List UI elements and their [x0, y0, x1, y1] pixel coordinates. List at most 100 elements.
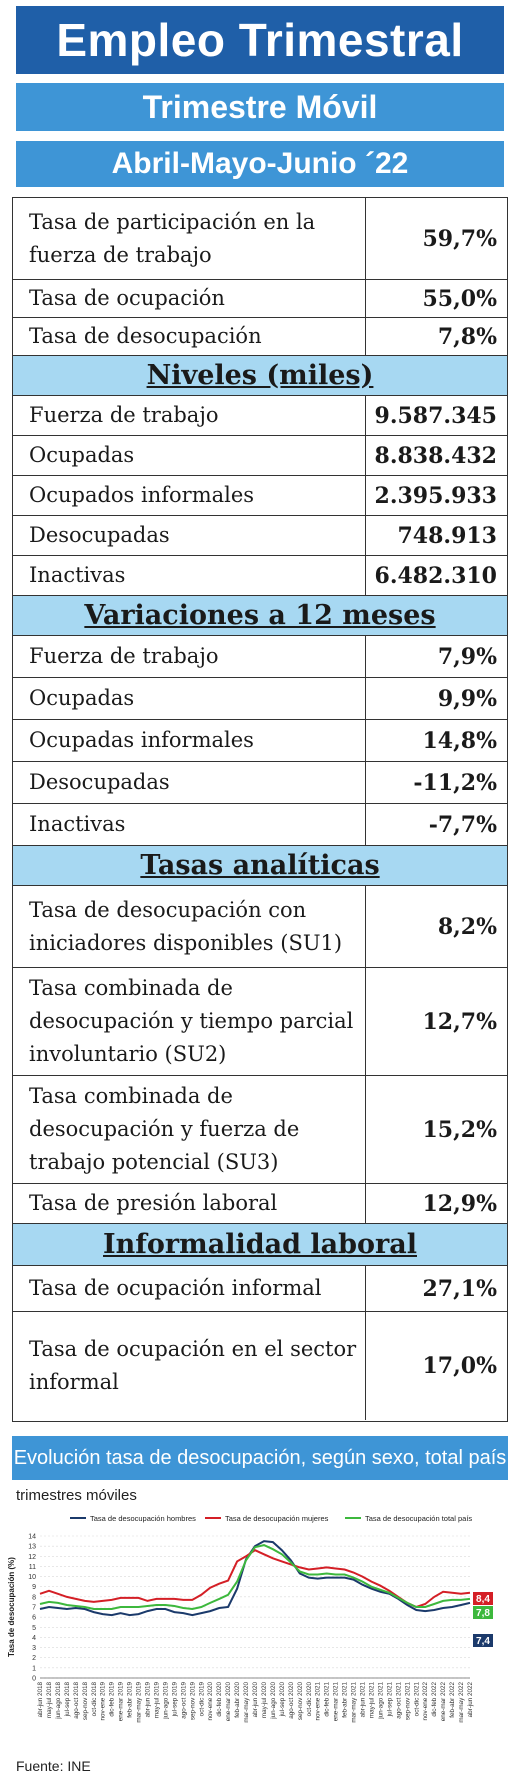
x-tick-label: abr-jun 2019 [145, 1682, 152, 1718]
row-value: 12,9% [422, 1190, 498, 1217]
y-tick-label: 3 [32, 1645, 36, 1652]
x-tick-label: ago-oct 2021 [395, 1682, 402, 1719]
x-tick-label: abr-jun 2022 [467, 1682, 474, 1718]
x-tick-label: oct-dic 2020 [306, 1682, 313, 1717]
x-tick-label: ago-oct 2019 [180, 1682, 187, 1719]
row-value: 17,0% [422, 1353, 498, 1379]
x-tick-label: ene-mar 2020 [225, 1682, 232, 1722]
row-value: 7,9% [437, 643, 497, 670]
y-tick-label: 5 [32, 1625, 36, 1632]
y-tick-label: 9 [32, 1584, 36, 1591]
row-label: Tasa de presión laboral [29, 1191, 278, 1215]
row-value: 7,8% [437, 323, 497, 350]
x-tick-label: feb-abr 2020 [234, 1682, 241, 1718]
row-label: Fuerza de trabajo [29, 403, 219, 427]
section-informalidad-title: Informalidad laboral [13, 1224, 507, 1266]
x-tick-label: mar-may 2019 [136, 1682, 143, 1723]
x-tick-label: jul-sep 2019 [171, 1682, 178, 1718]
row-value: 748.913 [397, 522, 497, 549]
row-value: 9.587.345 [374, 402, 497, 429]
x-tick-label: mar-may 2020 [243, 1682, 250, 1723]
row-label: Tasa de ocupación [29, 286, 225, 310]
page-title: Empleo Trimestral [16, 6, 504, 74]
x-tick-label: feb-abr 2021 [342, 1682, 349, 1718]
y-tick-label: 14 [28, 1534, 36, 1541]
x-tick-label: ene-mar 2019 [118, 1682, 125, 1722]
x-tick-label: oct-dic 2019 [198, 1682, 205, 1717]
y-tick-label: 11 [29, 1564, 36, 1571]
x-tick-label: jul-sep 2018 [64, 1682, 71, 1718]
table-row: Tasa combinada de desocupación y tiempo … [13, 968, 507, 1076]
y-tick-label: 8 [32, 1594, 36, 1601]
x-tick-label: dic-feb 2021 [324, 1682, 331, 1717]
end-value-label: 7,4 [476, 1636, 490, 1647]
row-label: Tasa de ocupación en el sector informal [29, 1337, 357, 1394]
x-tick-label: jun-ago 2020 [270, 1682, 277, 1720]
table-row: Fuerza de trabajo 9.587.345 [13, 396, 507, 436]
section-niveles-title: Niveles (miles) [13, 356, 507, 396]
table-row: Desocupadas -11,2% [13, 762, 507, 804]
table-row: Tasa de presión laboral 12,9% [13, 1184, 507, 1224]
end-value-badge [473, 1634, 493, 1647]
table-row: Tasa de desocupación 7,8% [13, 318, 507, 356]
source-note: Fuente: INE [16, 1758, 91, 1774]
series-line [39, 1544, 471, 1611]
employment-table: Tasa de participación en la fuerza de tr… [12, 197, 508, 1422]
y-tick-label: 6 [32, 1615, 36, 1622]
row-value: 55,0% [422, 285, 498, 312]
y-tick-label: 2 [32, 1655, 36, 1662]
row-label: Desocupadas [29, 770, 170, 794]
row-value: 8,2% [437, 913, 497, 940]
x-tick-label: may-jul 2018 [46, 1682, 53, 1719]
row-label: Ocupadas [29, 443, 135, 467]
x-tick-label: may-jul 2019 [153, 1682, 160, 1719]
row-value: 12,7% [422, 1008, 498, 1035]
period-label: Abril-Mayo-Junio ´22 [16, 141, 504, 187]
x-tick-label: ene-mar 2021 [333, 1682, 340, 1722]
row-label: Inactivas [29, 812, 126, 836]
y-tick-label: 10 [28, 1574, 36, 1581]
chart-caption: trimestres móviles [16, 1487, 137, 1504]
row-label: Fuerza de trabajo [29, 644, 219, 668]
x-tick-label: mar-may 2022 [458, 1682, 465, 1723]
row-value: 59,7% [422, 225, 498, 252]
legend-label: Tasa de desocupación mujeres [225, 1514, 329, 1523]
y-tick-label: 4 [32, 1635, 36, 1642]
table-row: Desocupadas 748.913 [13, 516, 507, 556]
row-value: -11,2% [413, 769, 497, 796]
x-tick-label: oct-dic 2021 [413, 1682, 420, 1717]
table-row: Ocupadas informales 14,8% [13, 720, 507, 762]
row-value: 8.838.432 [374, 442, 497, 469]
x-tick-label: abr-jun 2018 [37, 1682, 44, 1718]
x-tick-label: ene-mar 2022 [440, 1682, 447, 1722]
table-row: Ocupadas 8.838.432 [13, 436, 507, 476]
row-label: Tasa de participación en la fuerza de tr… [29, 209, 316, 267]
y-tick-label: 0 [32, 1676, 36, 1683]
row-label: Tasa de desocupación con iniciadores dis… [29, 897, 343, 955]
legend-label: Tasa de desocupación total país [365, 1514, 472, 1523]
chart-banner: Evolución tasa de desocupación, según se… [12, 1436, 508, 1480]
legend-label: Tasa de desocupación hombres [90, 1514, 196, 1523]
y-tick-label: 12 [28, 1554, 36, 1561]
table-row: Tasa de ocupación en el sector informal … [13, 1312, 507, 1420]
table-row: Tasa combinada de desocupación y fuerza … [13, 1076, 507, 1184]
x-tick-label: nov-ene 2020 [207, 1682, 214, 1721]
x-tick-label: ago-oct 2018 [73, 1682, 80, 1719]
x-tick-label: nov-ene 2019 [100, 1682, 107, 1721]
x-tick-label: abr-jun 2020 [252, 1682, 259, 1718]
section-variaciones-title: Variaciones a 12 meses [13, 596, 507, 636]
x-tick-label: sep-nov 2021 [404, 1682, 411, 1721]
x-tick-label: jun-ago 2018 [55, 1682, 62, 1720]
section-analiticas-title: Tasas analíticas [13, 846, 507, 886]
end-value-label: 8,4 [476, 1594, 490, 1605]
row-label: Inactivas [29, 563, 126, 587]
y-axis-label: Tasa de desocupación (%) [7, 1557, 16, 1657]
x-tick-label: nov-ene 2022 [422, 1682, 429, 1721]
row-value: 2.395.933 [374, 482, 497, 509]
x-tick-label: dic-feb 2020 [216, 1682, 223, 1717]
row-value: 14,8% [422, 727, 498, 754]
table-row: Inactivas -7,7% [13, 804, 507, 846]
row-label: Ocupados informales [29, 483, 255, 507]
table-row: Tasa de participación en la fuerza de tr… [13, 198, 507, 280]
